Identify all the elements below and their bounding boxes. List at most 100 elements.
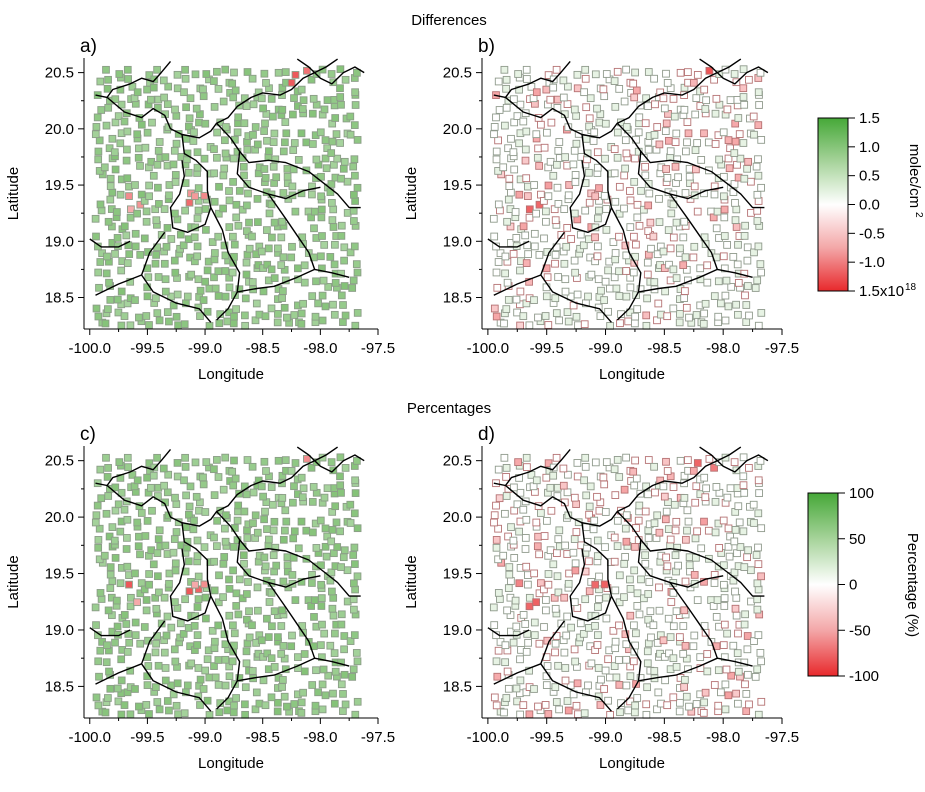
data-point [537, 579, 545, 587]
data-point [327, 568, 336, 577]
data-point [682, 147, 690, 156]
data-point [523, 75, 531, 83]
data-point [253, 195, 262, 203]
data-point [729, 641, 738, 650]
data-point [189, 137, 198, 145]
data-point [131, 181, 139, 189]
data-point [317, 602, 326, 610]
data-point [210, 491, 219, 499]
data-point [549, 560, 558, 569]
data-point [229, 621, 237, 630]
data-point [522, 515, 531, 524]
data-point [551, 604, 560, 613]
data-point [551, 259, 559, 268]
data-point [329, 205, 338, 214]
data-point [739, 65, 748, 74]
data-point [515, 85, 523, 94]
data-point [576, 619, 585, 628]
x-tick-label: -99.5 [130, 729, 164, 746]
data-point [279, 535, 288, 544]
data-point [116, 579, 125, 588]
data-point [700, 517, 708, 526]
data-point [734, 114, 743, 122]
data-point [504, 144, 512, 153]
data-point [173, 84, 182, 93]
data-point [744, 282, 752, 290]
data-point [551, 639, 560, 648]
data-point [591, 622, 599, 630]
data-point [492, 113, 500, 122]
data-point [722, 276, 731, 285]
data-point [240, 559, 248, 568]
data-point [242, 258, 251, 267]
data-point [136, 162, 144, 170]
data-point [171, 559, 180, 568]
data-point [274, 68, 283, 77]
boundary-line [616, 122, 765, 209]
data-point [123, 65, 132, 74]
colorbar-gradient [807, 492, 839, 677]
data-point [680, 105, 689, 114]
data-point [104, 305, 112, 313]
colorbar-label-exponent: 2 [913, 212, 924, 218]
data-point [629, 657, 638, 666]
data-point [253, 140, 262, 149]
boundary-line [237, 657, 350, 682]
data-point [300, 278, 309, 287]
data-markers [91, 453, 362, 719]
boundary-line [540, 231, 612, 323]
data-point [103, 84, 112, 93]
data-point [494, 465, 503, 474]
data-point [756, 260, 765, 268]
data-point [660, 104, 669, 113]
data-point [125, 638, 134, 647]
data-point [724, 524, 733, 533]
data-point [160, 259, 169, 268]
data-point [596, 701, 605, 709]
data-point [632, 474, 641, 483]
x-axis-title: Longitude [198, 755, 264, 772]
data-point [650, 131, 659, 139]
data-point [263, 649, 272, 658]
scatter-panel-a: -100.0 -99.5 -99.0 -98.5 -98.0 -97.518.519.01… [5, 36, 395, 383]
data-point [534, 313, 542, 322]
y-tick-label: 20.0 [443, 509, 472, 526]
x-tick-label: -98.0 [303, 340, 337, 357]
data-point [551, 216, 560, 225]
data-point [277, 233, 286, 242]
data-point [595, 206, 603, 215]
data-point [289, 110, 297, 119]
data-point [516, 710, 524, 719]
data-point [610, 465, 619, 474]
data-point [594, 275, 603, 284]
data-point [160, 205, 169, 213]
data-point [253, 583, 262, 592]
data-point [734, 240, 742, 249]
data-point [543, 517, 551, 525]
data-point [123, 562, 132, 571]
data-point [662, 69, 670, 78]
data-point [664, 614, 673, 623]
data-point [160, 648, 169, 657]
data-point [741, 610, 749, 619]
data-point [163, 612, 172, 621]
data-point [752, 551, 761, 559]
data-point [181, 453, 189, 462]
data-point [230, 701, 238, 710]
data-point [751, 284, 760, 292]
data-point [530, 631, 539, 639]
data-point [669, 233, 678, 242]
data-point [754, 509, 763, 518]
data-point [240, 119, 249, 128]
data-point [265, 209, 274, 218]
data-point [732, 223, 741, 231]
data-point [314, 299, 322, 308]
data-point [601, 154, 609, 163]
data-point [546, 157, 555, 166]
data-point [145, 710, 153, 718]
data-point [600, 192, 609, 200]
data-point [223, 706, 232, 715]
data-point [349, 206, 358, 215]
data-point [307, 75, 316, 84]
data-point [516, 676, 525, 685]
